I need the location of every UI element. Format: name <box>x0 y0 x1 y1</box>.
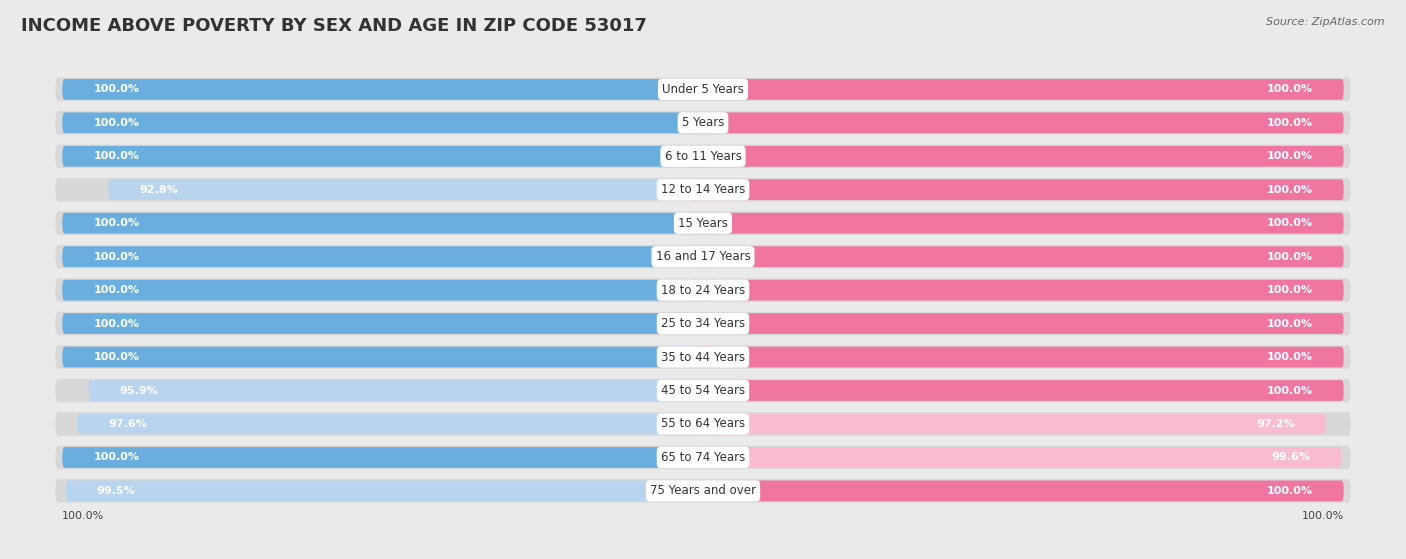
Text: 5 Years: 5 Years <box>682 116 724 129</box>
Text: 100.0%: 100.0% <box>1302 511 1344 521</box>
FancyBboxPatch shape <box>689 414 1326 434</box>
Text: Source: ZipAtlas.com: Source: ZipAtlas.com <box>1267 17 1385 27</box>
FancyBboxPatch shape <box>55 211 1351 235</box>
FancyBboxPatch shape <box>55 245 1351 268</box>
Text: 100.0%: 100.0% <box>1267 352 1313 362</box>
FancyBboxPatch shape <box>689 112 1344 133</box>
Text: 100.0%: 100.0% <box>1267 184 1313 195</box>
FancyBboxPatch shape <box>55 278 1351 302</box>
Text: 100.0%: 100.0% <box>1267 118 1313 128</box>
Text: 100.0%: 100.0% <box>93 151 139 162</box>
FancyBboxPatch shape <box>55 345 1351 369</box>
FancyBboxPatch shape <box>689 79 1344 100</box>
FancyBboxPatch shape <box>689 313 1344 334</box>
FancyBboxPatch shape <box>55 312 1351 335</box>
FancyBboxPatch shape <box>689 447 1341 468</box>
Text: 35 to 44 Years: 35 to 44 Years <box>661 350 745 363</box>
FancyBboxPatch shape <box>62 146 717 167</box>
Text: 100.0%: 100.0% <box>93 285 139 295</box>
Text: 97.2%: 97.2% <box>1256 419 1295 429</box>
FancyBboxPatch shape <box>55 111 1351 135</box>
Text: 15 Years: 15 Years <box>678 217 728 230</box>
Text: 100.0%: 100.0% <box>93 118 139 128</box>
FancyBboxPatch shape <box>55 178 1351 201</box>
FancyBboxPatch shape <box>66 481 717 501</box>
Text: INCOME ABOVE POVERTY BY SEX AND AGE IN ZIP CODE 53017: INCOME ABOVE POVERTY BY SEX AND AGE IN Z… <box>21 17 647 35</box>
FancyBboxPatch shape <box>55 78 1351 101</box>
Text: 100.0%: 100.0% <box>1267 285 1313 295</box>
FancyBboxPatch shape <box>77 414 717 434</box>
Text: 100.0%: 100.0% <box>93 218 139 228</box>
Text: 100.0%: 100.0% <box>93 452 139 462</box>
FancyBboxPatch shape <box>689 247 1344 267</box>
FancyBboxPatch shape <box>55 413 1351 435</box>
Text: 100.0%: 100.0% <box>93 84 139 94</box>
Text: 100.0%: 100.0% <box>93 352 139 362</box>
FancyBboxPatch shape <box>689 146 1344 167</box>
FancyBboxPatch shape <box>689 380 1344 401</box>
FancyBboxPatch shape <box>689 347 1344 367</box>
Text: 100.0%: 100.0% <box>1267 386 1313 396</box>
Text: 12 to 14 Years: 12 to 14 Years <box>661 183 745 196</box>
Text: 18 to 24 Years: 18 to 24 Years <box>661 283 745 297</box>
Text: 99.5%: 99.5% <box>97 486 135 496</box>
FancyBboxPatch shape <box>689 280 1344 301</box>
Text: 100.0%: 100.0% <box>93 319 139 329</box>
Text: 100.0%: 100.0% <box>93 252 139 262</box>
FancyBboxPatch shape <box>108 179 717 200</box>
FancyBboxPatch shape <box>55 446 1351 469</box>
FancyBboxPatch shape <box>62 112 717 133</box>
Text: 6 to 11 Years: 6 to 11 Years <box>665 150 741 163</box>
Text: 99.6%: 99.6% <box>1271 452 1310 462</box>
FancyBboxPatch shape <box>89 380 717 401</box>
FancyBboxPatch shape <box>62 313 717 334</box>
Text: 65 to 74 Years: 65 to 74 Years <box>661 451 745 464</box>
FancyBboxPatch shape <box>62 247 717 267</box>
Text: 100.0%: 100.0% <box>1267 486 1313 496</box>
FancyBboxPatch shape <box>55 479 1351 503</box>
FancyBboxPatch shape <box>62 79 717 100</box>
FancyBboxPatch shape <box>62 280 717 301</box>
Text: 100.0%: 100.0% <box>1267 218 1313 228</box>
FancyBboxPatch shape <box>55 145 1351 168</box>
FancyBboxPatch shape <box>689 213 1344 234</box>
Text: 100.0%: 100.0% <box>1267 252 1313 262</box>
Text: 100.0%: 100.0% <box>62 511 104 521</box>
FancyBboxPatch shape <box>62 347 717 367</box>
FancyBboxPatch shape <box>689 179 1344 200</box>
FancyBboxPatch shape <box>55 379 1351 402</box>
Text: 100.0%: 100.0% <box>1267 84 1313 94</box>
Text: 100.0%: 100.0% <box>1267 151 1313 162</box>
Text: Under 5 Years: Under 5 Years <box>662 83 744 96</box>
Text: 100.0%: 100.0% <box>1267 319 1313 329</box>
Text: 75 Years and over: 75 Years and over <box>650 485 756 498</box>
Text: 95.9%: 95.9% <box>120 386 159 396</box>
FancyBboxPatch shape <box>62 447 717 468</box>
Text: 97.6%: 97.6% <box>108 419 148 429</box>
Text: 45 to 54 Years: 45 to 54 Years <box>661 384 745 397</box>
FancyBboxPatch shape <box>689 481 1344 501</box>
Text: 16 and 17 Years: 16 and 17 Years <box>655 250 751 263</box>
FancyBboxPatch shape <box>62 213 717 234</box>
Text: 92.8%: 92.8% <box>139 184 179 195</box>
Text: 55 to 64 Years: 55 to 64 Years <box>661 418 745 430</box>
Text: 25 to 34 Years: 25 to 34 Years <box>661 317 745 330</box>
